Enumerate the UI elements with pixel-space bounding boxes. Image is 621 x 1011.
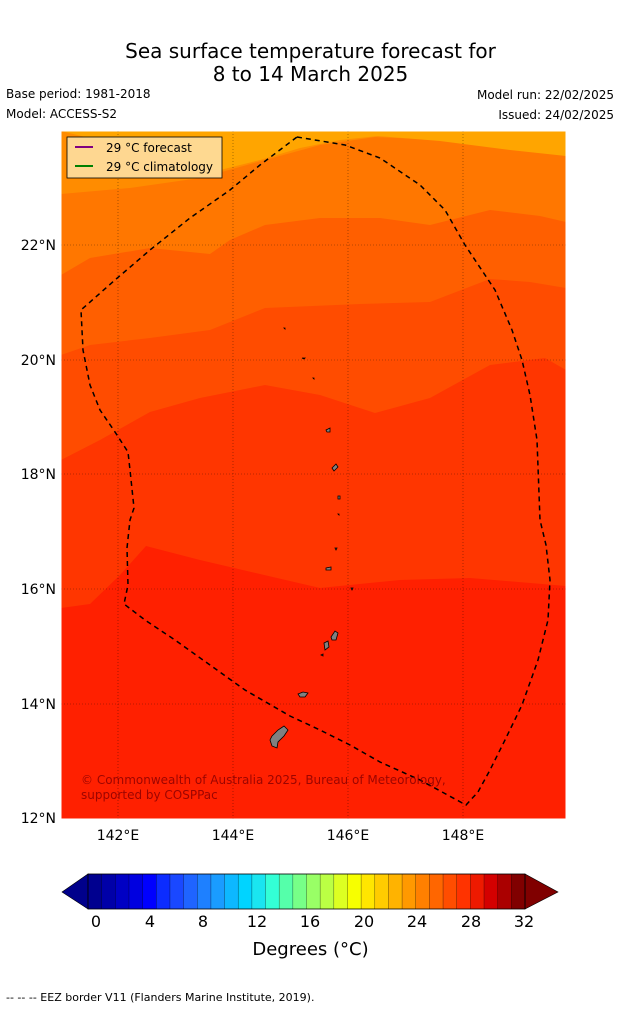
colorbar-segment [456, 874, 471, 909]
eez-footnote: -- -- -- EEZ border V11 (Flanders Marine… [6, 991, 315, 1004]
colorbar-segment [361, 874, 376, 909]
pagan-island [331, 463, 339, 472]
sarigan-island [334, 547, 338, 551]
colorbar-title: Degrees (°C) [252, 939, 369, 960]
colorbar-segment [197, 874, 212, 909]
model-run-text: Model run: 22/02/2025 [476, 88, 614, 102]
lon-label-148e: 148°E [442, 828, 485, 844]
colorbar-segment [88, 874, 102, 909]
colorbar-segment [128, 874, 143, 909]
colorbar-segment [388, 874, 403, 909]
colorbar-segment [443, 874, 458, 909]
colorbar-tick-0: 0 [90, 912, 102, 931]
map-title-line2: 8 to 14 March 2025 [212, 62, 409, 86]
colorbar-segment [374, 874, 389, 909]
copyright-text: © Commonwealth of Australia 2025, Bureau… [81, 773, 446, 802]
lat-tick-labels: 22°N 20°N 18°N 16°N 14°N 12°N [21, 238, 56, 827]
farallon-de-pajaros-island [283, 327, 286, 330]
legend-climatology-label: 29 °C climatology [106, 160, 213, 174]
colorbar-segment [279, 874, 294, 909]
colorbar-segment [251, 874, 266, 909]
maug-island [301, 357, 306, 360]
lon-label-146e: 146°E [327, 828, 370, 844]
colorbar-outline [87, 873, 526, 910]
model-text: Model: ACCESS-S2 [6, 107, 118, 121]
map-frame [60, 130, 567, 820]
colorbar-tick-28: 28 [460, 912, 482, 931]
colorbar-tick-24: 24 [406, 912, 428, 931]
lat-label-16n: 16°N [21, 582, 56, 598]
lon-tick-labels: 142°E 144°E 146°E 148°E [97, 828, 485, 844]
colorbar-segment [429, 874, 444, 909]
agrihan-island [325, 427, 331, 433]
colorbar-segment [320, 874, 335, 909]
mariana-islands [269, 327, 354, 749]
eez-border [80, 136, 551, 806]
legend-box [66, 136, 223, 179]
colorbar-tick-4: 4 [144, 912, 156, 931]
colorbar-segment [265, 874, 280, 909]
colorbar-tick-12: 12 [246, 912, 268, 931]
colorbar-segment [238, 874, 253, 909]
lat-label-20n: 20°N [21, 353, 56, 369]
colorbar-over-arrow [524, 873, 559, 910]
base-period-text: Base period: 1981-2018 [6, 87, 151, 101]
colorbar-segment [224, 874, 239, 909]
legend-forecast-label: 29 °C forecast [106, 141, 192, 155]
tinian-island [323, 640, 330, 651]
colorbar-tick-8: 8 [197, 912, 209, 931]
guguan-island [337, 513, 340, 516]
colorbar-segment [470, 874, 485, 909]
issued-text: Issued: 24/02/2025 [498, 108, 614, 122]
colorbar-segment [484, 874, 498, 909]
farallon-de-medinilla-island [350, 587, 354, 591]
colorbar-tick-16: 16 [299, 912, 321, 931]
colorbar-segment [169, 874, 184, 909]
lon-label-144e: 144°E [212, 828, 255, 844]
colorbar-segment [511, 874, 526, 909]
map-legend: 29 °C forecast 29 °C climatology [66, 136, 223, 179]
rota-island [297, 691, 309, 698]
graticule [61, 131, 566, 819]
colorbar-segment [115, 874, 130, 909]
colorbar [61, 873, 559, 910]
lat-label-18n: 18°N [21, 467, 56, 483]
colorbar-segment [402, 874, 417, 909]
colorbar-tick-32: 32 [513, 912, 535, 931]
saipan-island [330, 630, 339, 641]
guam-island [269, 725, 289, 749]
colorbar-segment [183, 874, 198, 909]
lat-label-12n: 12°N [21, 811, 56, 827]
lat-label-14n: 14°N [21, 697, 56, 713]
colorbar-segment [156, 874, 171, 909]
sst-map-area [61, 131, 566, 819]
lon-label-142e: 142°E [97, 828, 140, 844]
colorbar-tick-20: 20 [353, 912, 375, 931]
colorbar-under-arrow [61, 873, 89, 910]
colorbar-segment [306, 874, 321, 909]
colorbar-segment [415, 874, 430, 909]
colorbar-segment [347, 874, 362, 909]
anatahan-island [325, 566, 332, 571]
colorbar-segment [333, 874, 348, 909]
colorbar-segment [101, 874, 116, 909]
colorbar-segment [497, 874, 512, 909]
asuncion-island [312, 377, 315, 380]
aguijan-island [320, 653, 324, 657]
colorbar-segments [87, 874, 526, 909]
colorbar-segment [210, 874, 225, 909]
map-title-line1: Sea surface temperature forecast for [125, 39, 496, 63]
colorbar-segment [142, 874, 157, 909]
alamagan-island [337, 495, 341, 500]
colorbar-segment [292, 874, 307, 909]
lat-label-22n: 22°N [21, 238, 56, 254]
